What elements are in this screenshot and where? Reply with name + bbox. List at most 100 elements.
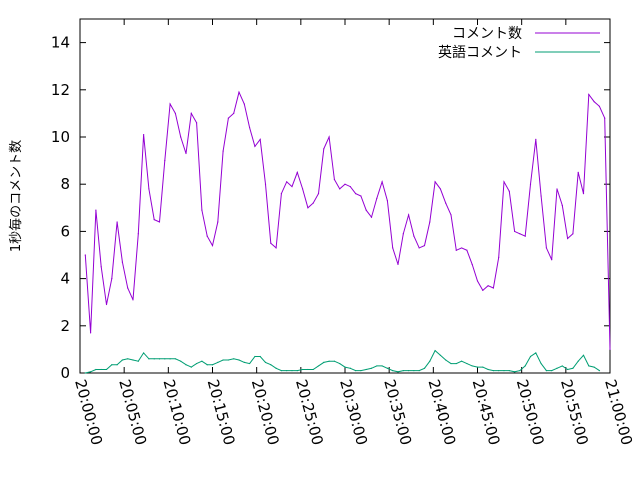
data-point [164, 160, 166, 162]
data-point [201, 360, 203, 362]
data-point [100, 266, 102, 268]
x-tick-label: 20:10:00 [159, 377, 194, 447]
data-point [360, 370, 362, 372]
data-point [190, 112, 192, 114]
data-point [503, 370, 505, 372]
legend-label: コメント数 [452, 26, 522, 42]
data-point [402, 370, 404, 372]
data-point [333, 178, 335, 181]
data-point [90, 371, 92, 373]
x-tick-label: 20:15:00 [204, 377, 239, 447]
data-point [413, 235, 415, 237]
data-point [164, 358, 166, 360]
y-axis-label: 1秒毎のコメント数 [8, 140, 24, 252]
x-tick-label: 20:20:00 [248, 377, 283, 447]
data-point [429, 360, 431, 362]
y-tick-label: 8 [60, 175, 70, 193]
data-point [148, 188, 150, 190]
data-point [482, 289, 484, 291]
data-point [270, 242, 272, 244]
data-point [344, 366, 346, 368]
x-axis: 20:00:00 20:05:00 20:10:00 20:15:00 20:20:00… [71, 19, 636, 447]
data-point [540, 362, 542, 365]
data-point [233, 358, 235, 360]
y-tick-label: 10 [51, 128, 70, 146]
data-point [105, 303, 108, 306]
x-tick-label: 20:25:00 [292, 377, 327, 447]
data-point [482, 366, 484, 368]
data-point [328, 136, 330, 138]
data-point [317, 193, 320, 195]
data-point [211, 364, 214, 366]
data-point [429, 221, 431, 223]
x-tick-label: 20:35:00 [380, 377, 415, 447]
data-point [121, 359, 123, 361]
data-point [445, 359, 447, 361]
data-point [328, 360, 330, 362]
data-point [514, 371, 516, 373]
data-point [286, 181, 288, 183]
data-point [349, 185, 351, 188]
data-point [524, 235, 526, 237]
data-point [211, 244, 214, 247]
data-point [270, 364, 272, 366]
data-point [323, 148, 325, 150]
data-point [116, 364, 118, 366]
data-point [127, 287, 129, 289]
data-point [264, 361, 267, 363]
x-tick-label: 20:55:00 [557, 377, 592, 447]
data-point [238, 359, 240, 361]
data-point [492, 370, 494, 372]
data-point [243, 361, 245, 363]
data-point [408, 370, 410, 372]
data-point [339, 362, 341, 365]
data-point [137, 233, 139, 235]
data-point [450, 214, 452, 216]
data-point [471, 365, 473, 367]
data-point [519, 370, 521, 372]
data-point [551, 259, 553, 261]
data-point [476, 366, 479, 368]
data-point [280, 370, 282, 372]
x-tick-label: 20:40:00 [424, 377, 459, 447]
data-point [413, 370, 415, 372]
data-point [158, 221, 161, 223]
x-tick-label: 20:00:00 [71, 377, 106, 447]
data-point [503, 181, 505, 183]
data-point [259, 138, 261, 140]
data-point [249, 126, 251, 129]
data-point [217, 221, 219, 223]
data-point [535, 352, 537, 354]
data-point [222, 359, 224, 361]
data-point [572, 367, 574, 369]
data-point [561, 204, 563, 207]
data-point [137, 360, 139, 362]
data-point [402, 233, 404, 235]
series-line-2 [85, 349, 600, 374]
data-point [317, 365, 320, 367]
data-point [529, 355, 532, 358]
y-axis: 0 2 4 6 8 10 12 14 [51, 34, 610, 382]
data-point [339, 188, 341, 190]
data-point [540, 195, 542, 197]
data-point [206, 235, 208, 237]
data-point [455, 362, 457, 365]
data-point [185, 152, 187, 155]
data-point [254, 145, 256, 148]
data-point [254, 355, 256, 358]
data-point [174, 112, 176, 114]
data-point [291, 185, 293, 188]
data-point [386, 200, 388, 202]
data-point [243, 103, 245, 105]
data-point [492, 287, 494, 289]
data-point [275, 367, 277, 369]
data-point [588, 93, 590, 96]
data-point [556, 188, 558, 190]
data-point [169, 358, 171, 360]
data-point [498, 370, 500, 372]
data-point [577, 360, 579, 362]
data-point [333, 360, 335, 362]
data-point [307, 368, 309, 371]
data-point [201, 209, 203, 211]
data-point [323, 361, 325, 363]
